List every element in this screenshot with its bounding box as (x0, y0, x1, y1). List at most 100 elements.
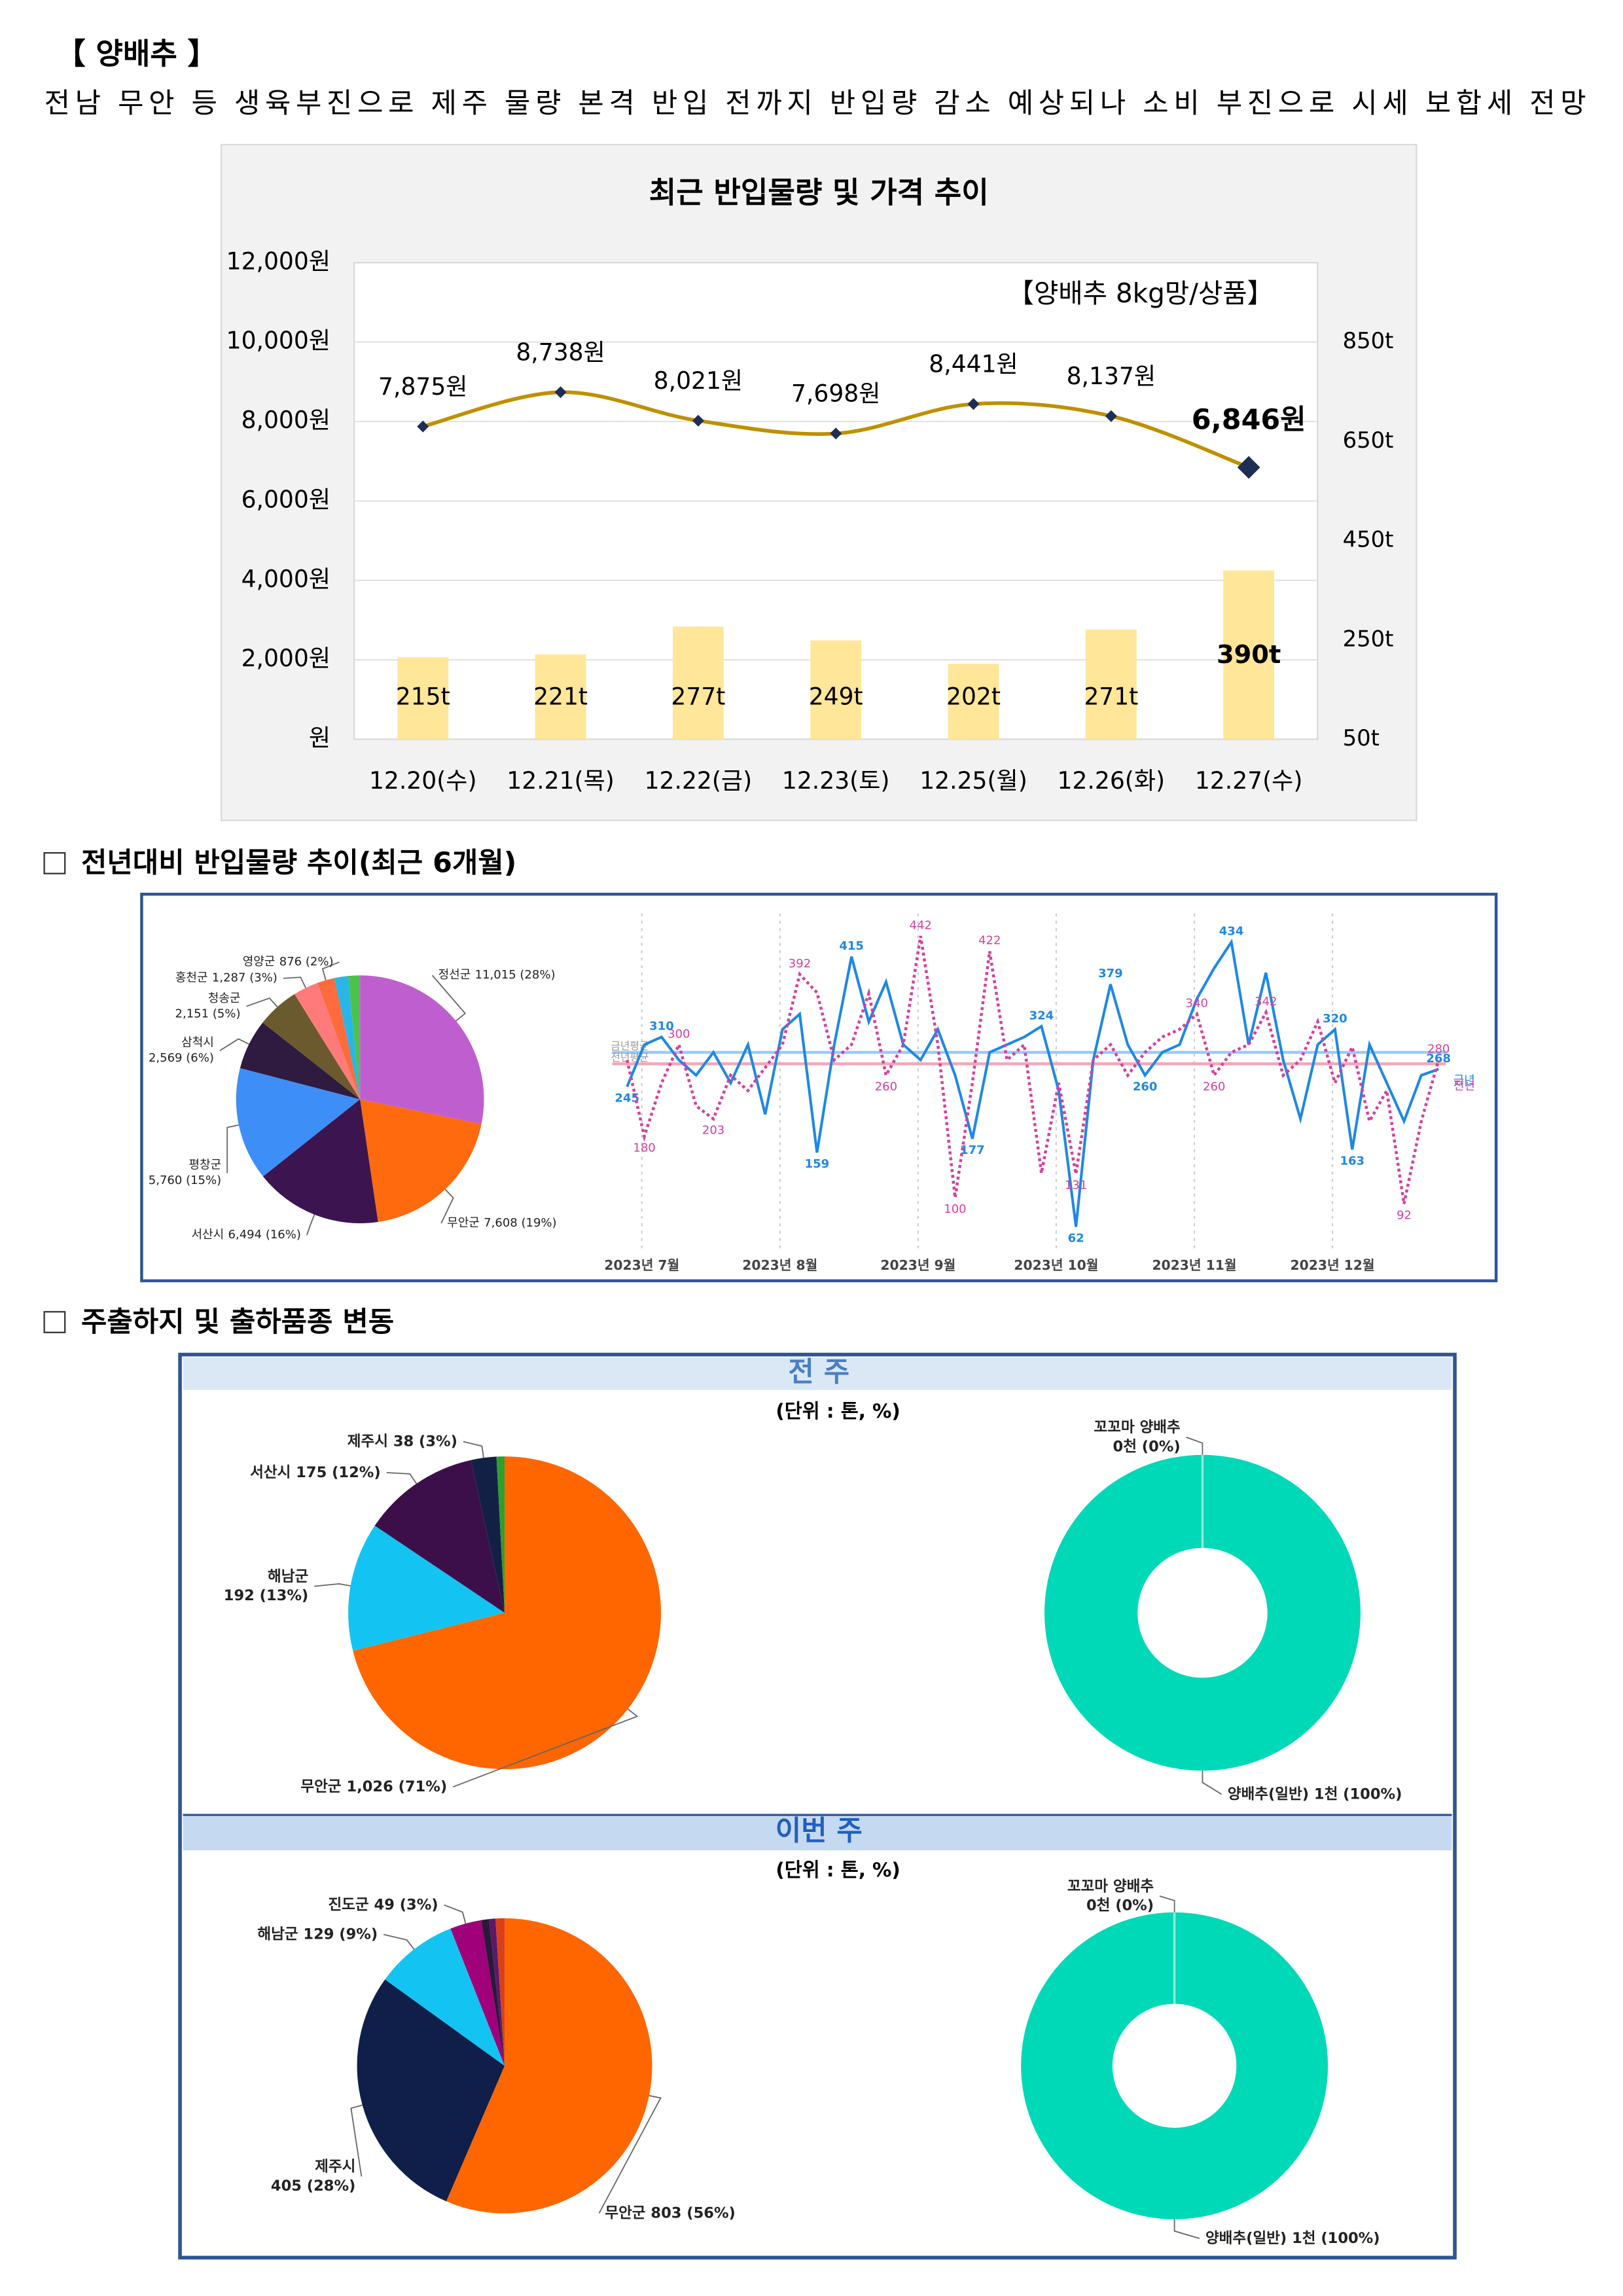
pie-slice (489, 1918, 505, 2066)
data-label: 100 (944, 1202, 966, 1216)
chart-annotation: 【양배추 8kg망/상품】 (1007, 278, 1274, 309)
x-tick-label: 12.25(월) (919, 767, 1027, 795)
slice-label: 제주시 38 (3%) (348, 1433, 457, 1450)
y-tick-label: 2,000원 (241, 645, 330, 672)
data-label: 62 (1068, 1231, 1084, 1245)
leader-line (444, 1904, 467, 1924)
data-label: 280 (1427, 1043, 1450, 1056)
slice-value: 1,026 (71%) (346, 1778, 447, 1795)
x-tick-label: 2023년 12월 (1291, 1257, 1375, 1273)
y2-tick-label: 850t (1343, 328, 1394, 353)
slice-name: 제주시 (348, 1433, 388, 1450)
series-name: 전년 (1454, 1079, 1475, 1093)
data-label: 180 (633, 1141, 655, 1155)
data-label: 379 (1098, 967, 1123, 980)
slice-value: 803 (56%) (651, 2204, 735, 2221)
x-tick-label: 12.22(금) (645, 767, 753, 795)
slice-value: 49 (3%) (374, 1896, 438, 1913)
slice-label: 정선군 11,015 (28%) (438, 968, 556, 982)
slice-label: 양배추(일반) 1천 (100%) (1205, 2230, 1380, 2247)
checkbox (43, 1311, 66, 1333)
slice-label: 해남군 192 (13%) (224, 1568, 309, 1604)
price-label: 7,698원 (791, 380, 880, 408)
data-label: 159 (805, 1157, 830, 1171)
slice-value: 6,494 (16%) (228, 1228, 301, 1242)
bar-value-label: 390t (1217, 640, 1281, 670)
pie-slice (1021, 1912, 1329, 2219)
data-label: 434 (1219, 925, 1244, 939)
data-label: 342 (1255, 995, 1277, 1009)
leader-line (463, 1441, 484, 1458)
leader-line (1159, 1895, 1175, 1912)
bar (397, 657, 449, 740)
x-tick-label: 12.20(수) (369, 767, 477, 795)
leader-line (1202, 1770, 1222, 1795)
bar (1223, 570, 1275, 740)
leader-line (306, 1214, 315, 1236)
leader-line (452, 1708, 639, 1788)
reference-label: 전년평균 (611, 1051, 649, 1064)
data-label: 310 (649, 1020, 674, 1033)
slice-name: 해남군 (268, 1568, 308, 1585)
slice-label: 무안군 7,608 (19%) (447, 1216, 556, 1230)
price-marker (417, 420, 429, 433)
pie-slice (446, 1918, 652, 2214)
panel-band (183, 1816, 1452, 1851)
slice-name: 영양군 (243, 955, 276, 969)
slice-value: 0천 (0%) (1113, 1438, 1181, 1455)
slice-value: 1천 (100%) (1292, 2230, 1380, 2247)
x-tick-label: 2023년 11월 (1152, 1257, 1236, 1273)
x-tick-label: 12.26(화) (1058, 767, 1166, 795)
y-tick-label: 원 (309, 725, 330, 752)
slice-value: 11,015 (28%) (475, 968, 556, 982)
checkbox (43, 852, 66, 874)
bar (535, 654, 586, 740)
data-label: 442 (909, 918, 931, 932)
slice-label: 해남군 129 (9%) (257, 1926, 378, 1943)
pie-slice (262, 994, 361, 1100)
slice-value: 129 (9%) (303, 1926, 378, 1943)
pie-slice (317, 978, 361, 1100)
slice-value: 5,760 (15%) (149, 1174, 221, 1187)
slice-label: 무안군 803 (56%) (605, 2204, 735, 2221)
slice-label: 영양군 876 (2%) (243, 955, 334, 969)
slice-label: 청송군 2,151 (5%) (175, 992, 241, 1020)
slice-label: 삼척시 2,569 (6%) (149, 1035, 214, 1064)
series-line (626, 939, 1439, 1227)
y-tick-label: 8,000원 (241, 406, 330, 434)
bar-value-label: 202t (946, 683, 1001, 710)
y-tick-label: 12,000원 (226, 247, 330, 275)
price-marker (1237, 456, 1260, 479)
slice-value: 405 (28%) (271, 2178, 355, 2195)
slice-value: 2,151 (5%) (175, 1007, 241, 1020)
pie-slice (348, 1525, 505, 1651)
pie-slice (294, 982, 361, 1100)
slice-value: 38 (3%) (393, 1433, 457, 1450)
slice-name: 양배추(일반) (1228, 1785, 1309, 1803)
price-marker (1105, 410, 1117, 422)
leader-line (598, 2094, 662, 2214)
price-label: 6,846원 (1192, 404, 1306, 437)
panel-band (183, 1357, 1452, 1390)
slice-name: 홍천군 (175, 971, 208, 985)
section-title: 주출하지 및 출하품종 변동 (81, 1306, 394, 1338)
slice-value: 175 (12%) (296, 1463, 380, 1480)
leader-line (321, 961, 340, 980)
price-label: 8,738원 (516, 339, 605, 367)
slice-name: 꼬꼬마 양배추 (1094, 1419, 1180, 1436)
leader-line (246, 997, 278, 1008)
slice-value: 192 (13%) (224, 1587, 308, 1604)
x-tick-label: 12.21(목) (507, 767, 615, 795)
bar-value-label: 271t (1084, 683, 1138, 710)
leader-line (283, 977, 306, 988)
slice-label: 양배추(일반) 1천 (100%) (1228, 1785, 1402, 1803)
leader-line (314, 1583, 351, 1587)
slice-name: 해남군 (257, 1926, 298, 1943)
unit-label: (단위 : 톤, %) (776, 1859, 900, 1881)
data-label: 415 (839, 939, 864, 953)
price-marker (692, 414, 704, 427)
data-label: 260 (1133, 1080, 1158, 1094)
y-tick-label: 6,000원 (241, 486, 330, 513)
pie-slice (1044, 1454, 1361, 1771)
